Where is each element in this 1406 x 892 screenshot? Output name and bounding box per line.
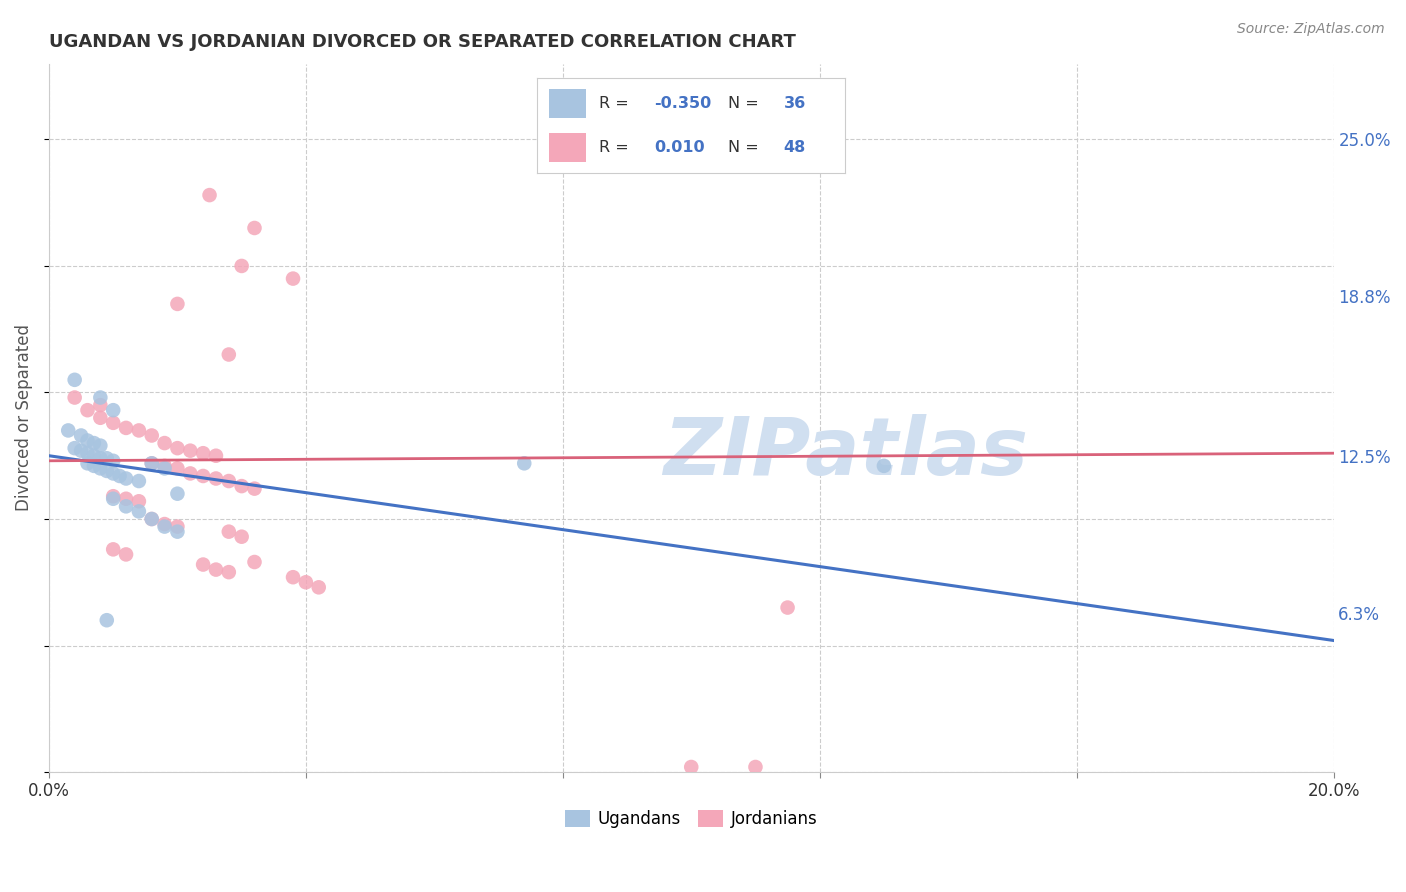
Point xyxy=(58,424,80,438)
Point xyxy=(128,494,150,508)
Point xyxy=(83,436,105,450)
Point xyxy=(744,760,766,774)
Point xyxy=(191,469,214,483)
Point xyxy=(231,530,253,544)
Point xyxy=(83,449,105,463)
Point xyxy=(281,271,304,285)
Point xyxy=(115,500,138,514)
Point xyxy=(103,467,125,481)
Point xyxy=(166,461,188,475)
Point xyxy=(873,458,896,473)
Point xyxy=(776,600,799,615)
Point xyxy=(70,443,93,458)
Point xyxy=(166,486,188,500)
Point xyxy=(76,403,98,417)
Point xyxy=(141,456,163,470)
Point xyxy=(89,398,111,412)
Point xyxy=(96,464,118,478)
Point xyxy=(96,613,118,627)
Point xyxy=(198,188,221,202)
Point xyxy=(231,479,253,493)
Point xyxy=(218,565,240,579)
Point xyxy=(115,421,138,435)
Point xyxy=(205,471,228,485)
Point xyxy=(243,482,266,496)
Legend: Ugandans, Jordanians: Ugandans, Jordanians xyxy=(558,803,824,835)
Point xyxy=(218,524,240,539)
Point xyxy=(103,403,125,417)
Point xyxy=(115,471,138,485)
Point xyxy=(681,760,703,774)
Point xyxy=(295,575,318,590)
Point xyxy=(179,467,201,481)
Point xyxy=(141,456,163,470)
Point xyxy=(83,458,105,473)
Point xyxy=(89,439,111,453)
Point xyxy=(115,491,138,506)
Point xyxy=(96,451,118,466)
Text: Source: ZipAtlas.com: Source: ZipAtlas.com xyxy=(1237,22,1385,37)
Point xyxy=(76,434,98,448)
Point xyxy=(103,542,125,557)
Point xyxy=(179,443,201,458)
Point xyxy=(103,416,125,430)
Point xyxy=(243,221,266,235)
Y-axis label: Divorced or Separated: Divorced or Separated xyxy=(15,325,32,511)
Point xyxy=(281,570,304,584)
Point xyxy=(103,489,125,503)
Point xyxy=(231,259,253,273)
Point xyxy=(128,474,150,488)
Point xyxy=(128,504,150,518)
Point xyxy=(218,347,240,361)
Point xyxy=(166,297,188,311)
Point xyxy=(166,519,188,533)
Point xyxy=(115,548,138,562)
Point xyxy=(63,391,86,405)
Point xyxy=(166,441,188,455)
Point xyxy=(89,391,111,405)
Point xyxy=(103,454,125,468)
Point xyxy=(76,446,98,460)
Point xyxy=(89,410,111,425)
Text: ZIPatlas: ZIPatlas xyxy=(662,414,1028,492)
Point xyxy=(191,446,214,460)
Point xyxy=(308,580,330,594)
Point xyxy=(76,456,98,470)
Point xyxy=(153,436,176,450)
Point xyxy=(166,524,188,539)
Point xyxy=(153,461,176,475)
Point xyxy=(128,424,150,438)
Point xyxy=(243,555,266,569)
Point xyxy=(153,458,176,473)
Point xyxy=(513,456,536,470)
Point xyxy=(103,491,125,506)
Point xyxy=(153,519,176,533)
Point xyxy=(191,558,214,572)
Point xyxy=(153,517,176,532)
Point xyxy=(70,428,93,442)
Point xyxy=(141,512,163,526)
Point xyxy=(205,563,228,577)
Point xyxy=(63,373,86,387)
Point xyxy=(89,451,111,466)
Text: UGANDAN VS JORDANIAN DIVORCED OR SEPARATED CORRELATION CHART: UGANDAN VS JORDANIAN DIVORCED OR SEPARAT… xyxy=(49,33,796,51)
Point xyxy=(108,469,131,483)
Point xyxy=(141,428,163,442)
Point xyxy=(218,474,240,488)
Point xyxy=(141,512,163,526)
Point xyxy=(89,461,111,475)
Point xyxy=(205,449,228,463)
Point xyxy=(63,441,86,455)
